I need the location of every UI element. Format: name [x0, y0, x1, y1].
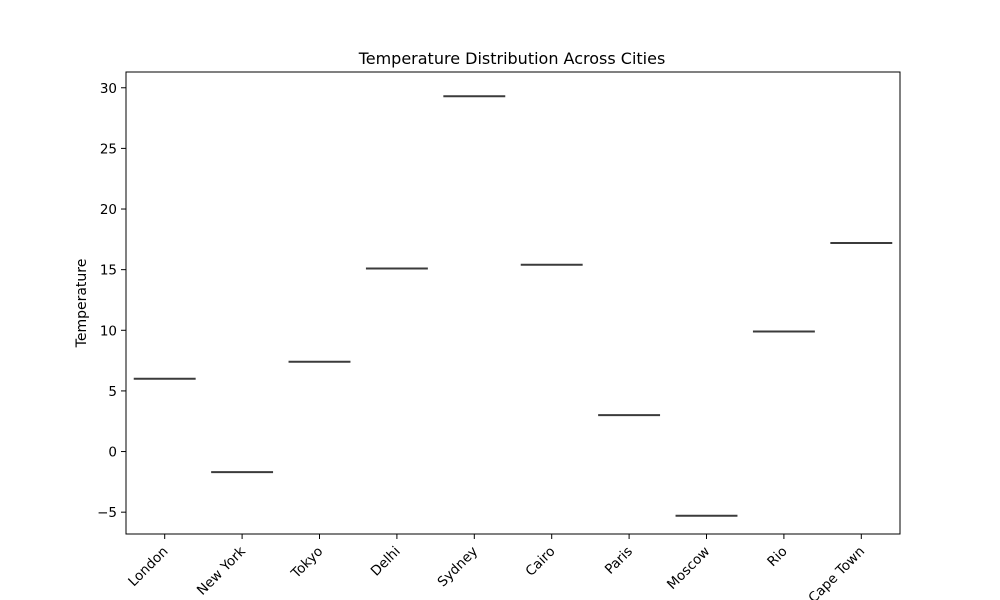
chart-title: Temperature Distribution Across Cities [358, 49, 666, 68]
y-tick-label: 25 [100, 141, 117, 157]
y-tick-label: 0 [108, 445, 117, 461]
plot-frame [125, 71, 901, 535]
y-axis-label: Temperature [74, 259, 90, 349]
y-tick-label: −5 [97, 505, 117, 521]
y-tick-label: 20 [100, 202, 117, 218]
y-tick-label: 5 [108, 384, 117, 400]
y-tick-label: 15 [100, 263, 117, 279]
y-tick-label: 10 [100, 323, 117, 339]
y-tick-label: 30 [100, 81, 117, 97]
